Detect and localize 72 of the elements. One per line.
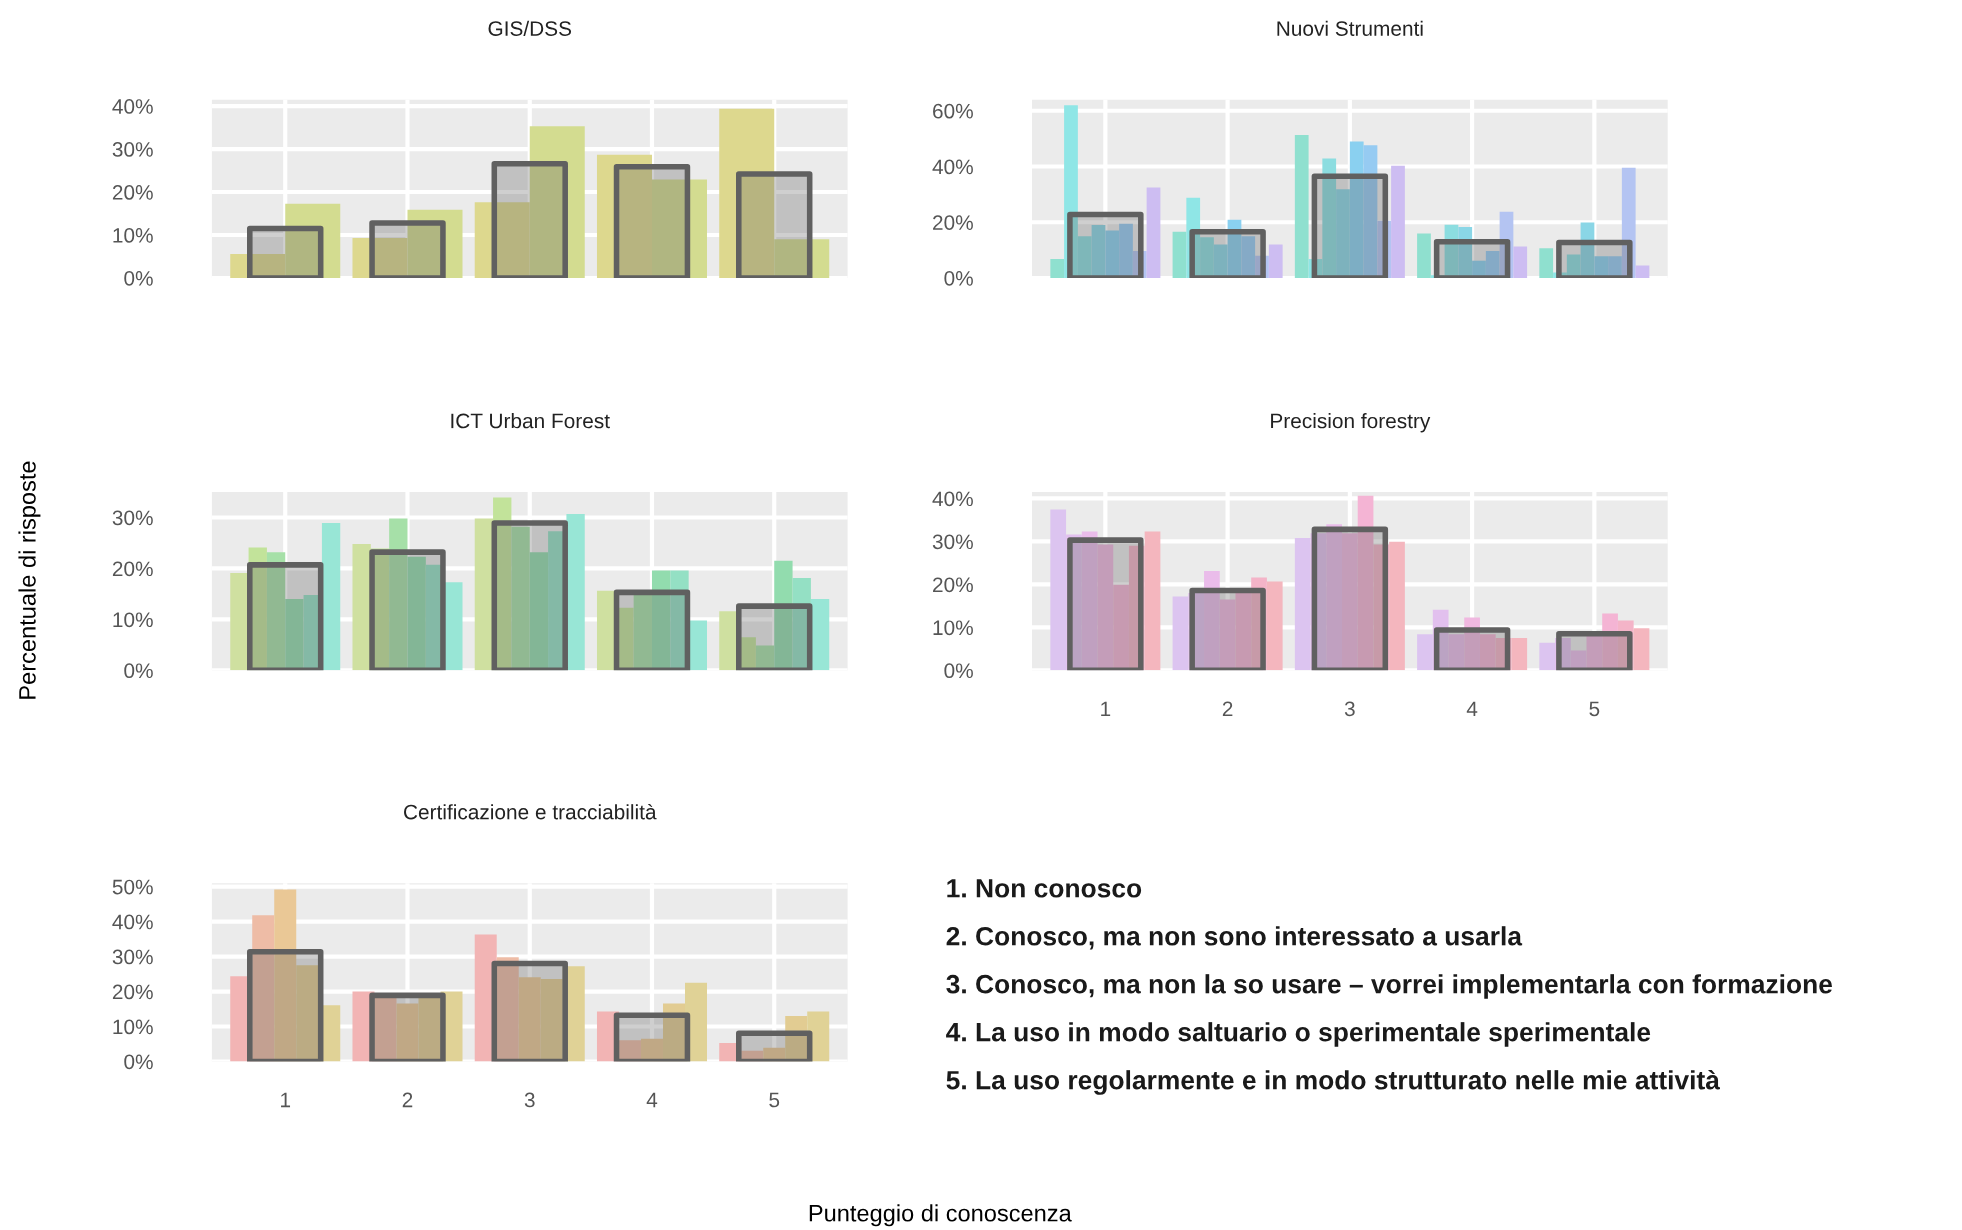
bar (285, 599, 304, 671)
bar (266, 552, 286, 671)
bar (688, 620, 707, 671)
y-tick-label: 20% (112, 984, 153, 1000)
chart-title: Nuovi Strumenti (1277, 20, 1423, 36)
y-tick-label: 10% (933, 620, 973, 636)
bar (596, 590, 616, 671)
y-tick-label: 50% (112, 879, 153, 895)
bar (1294, 135, 1309, 278)
y-tick-label: 0% (124, 1054, 153, 1070)
x-tick-label: 3 (1344, 701, 1355, 717)
x-tick-label: 4 (1466, 701, 1478, 716)
text: 3. Conosco, ma non la so usare – vorrei implementarla con formazione (946, 974, 1832, 999)
y-tick-label: 40% (112, 914, 153, 930)
y-tick-label: 30% (112, 949, 153, 965)
bar (810, 599, 830, 671)
y-tick-label: 20% (933, 215, 973, 230)
text: 4. La uso in modo saltuario o sperimentale sperimentale (946, 1022, 1651, 1047)
y-tick-label: 40% (112, 99, 153, 114)
y-tick-label: 60% (933, 103, 973, 119)
bar (1513, 246, 1528, 278)
bar (1146, 187, 1161, 278)
y-tick-label: 40% (932, 491, 973, 507)
x-tick-label: 3 (524, 1092, 535, 1108)
y-tick-label: 30% (112, 510, 153, 526)
y-tick-label: 30% (112, 142, 153, 157)
bar (529, 552, 549, 671)
chart-title: ICT Urban Forest (451, 413, 610, 429)
y-tick-label: 10% (113, 1019, 153, 1035)
y-tick-label: 30% (932, 534, 973, 550)
y-tick-label: 40% (932, 159, 973, 175)
x-tick-label: 2 (402, 1092, 413, 1108)
bar (389, 518, 408, 671)
y-tick-label: 0% (944, 270, 973, 286)
text: Punteggio di conoscenza (809, 1204, 1072, 1227)
bar (566, 513, 585, 671)
bar (1172, 231, 1187, 278)
x-tick-label: 4 (646, 1092, 658, 1108)
bar (407, 556, 426, 671)
x-tick-label: 2 (1222, 701, 1233, 716)
bar (1635, 265, 1650, 278)
y-tick-label: 10% (113, 612, 153, 628)
y-tick-label: 20% (112, 185, 153, 200)
y-tick-label: 10% (113, 228, 153, 243)
bar (1417, 233, 1431, 278)
x-tick-label: 5 (1589, 701, 1600, 717)
bar (755, 645, 775, 671)
chart-title: GIS/DSS (488, 20, 572, 36)
y-tick-label: 20% (112, 561, 153, 577)
x-tick-label: 1 (281, 1092, 291, 1108)
bar (651, 570, 671, 671)
bar (1050, 259, 1065, 278)
text: 5. La uso regolarmente e in modo strutturato nelle mie attività (946, 1069, 1720, 1095)
text: Percentuale di risposte (18, 461, 41, 699)
bar (1539, 248, 1554, 278)
bar (1391, 165, 1405, 278)
bar (633, 592, 652, 671)
bar (1268, 244, 1283, 278)
bar (511, 526, 530, 671)
bar (474, 518, 494, 671)
y-tick-label: 0% (944, 663, 973, 679)
bar (321, 523, 341, 671)
text: 1. Non conosco (947, 879, 1142, 898)
text: 2. Conosco, ma non sono interessato a usarla (946, 926, 1523, 950)
bar (352, 543, 371, 671)
chart-title: Precision forestry (1271, 413, 1431, 433)
chart-title: Certificazione e tracciabilità (404, 803, 657, 820)
y-tick-label: 0% (124, 663, 153, 679)
y-tick-label: 0% (124, 270, 153, 286)
x-tick-label: 5 (769, 1092, 780, 1108)
y-tick-label: 20% (933, 577, 973, 593)
x-tick-label: 1 (1101, 701, 1111, 716)
